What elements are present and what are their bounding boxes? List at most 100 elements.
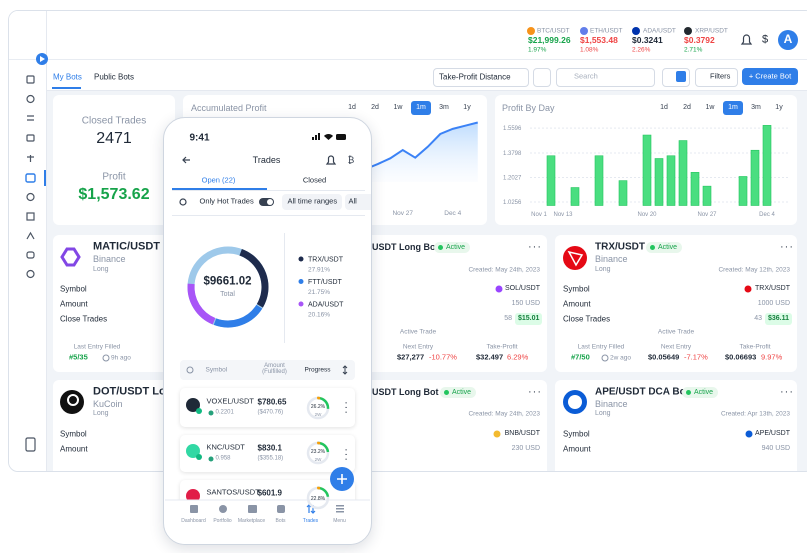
avatar[interactable]	[778, 30, 798, 50]
sort-direction[interactable]	[533, 68, 551, 87]
bot-exchange: Binance	[595, 253, 628, 264]
filter-chip[interactable]	[344, 193, 371, 210]
range-button[interactable]: 1w	[393, 104, 403, 111]
bell-icon[interactable]	[740, 34, 753, 45]
bar	[654, 158, 664, 206]
ticker-symbol: XRP/USDT	[695, 27, 728, 35]
field-label: Next Entry	[660, 343, 692, 351]
tab-active[interactable]: Open (22)	[201, 175, 236, 185]
ticker-symbol: ADA/USDT	[643, 27, 676, 35]
search-box[interactable]	[556, 68, 655, 87]
nav-label[interactable]: Menu	[333, 517, 346, 524]
range-button[interactable]: 3m	[439, 104, 449, 111]
legend-value: 27.91%	[308, 266, 330, 273]
nav-label-active[interactable]: Trades	[302, 517, 319, 524]
range-button[interactable]: 1y	[775, 104, 783, 111]
created-date: Created: Apr 13th, 2023	[720, 410, 790, 418]
progress-arc-accent	[306, 441, 329, 464]
filters-label: Filters	[710, 71, 731, 81]
trade-symbol: KNC/USDT	[206, 442, 245, 452]
ticker-price: $0.3241	[632, 35, 663, 46]
field-label: Close Trades	[60, 314, 108, 324]
bot-card[interactable]	[355, 235, 547, 372]
svg-text:₿: ₿	[347, 155, 354, 165]
bot-exchange: Binance	[93, 253, 126, 264]
field-label: Symbol	[60, 429, 87, 439]
create-bot-label: + Create Bot	[748, 71, 792, 81]
filter-chip[interactable]	[281, 193, 342, 210]
ticker-price: $1,553.48	[580, 35, 618, 46]
divider	[171, 214, 365, 216]
section-label: Active Trade	[399, 328, 437, 336]
trade-row[interactable]	[179, 387, 355, 427]
donut-segment	[238, 248, 268, 308]
view-grid-active[interactable]	[676, 71, 686, 82]
range-button[interactable]: 1m	[723, 101, 743, 115]
toggle[interactable]	[258, 197, 274, 206]
sort-label: Take-Profit Distance	[439, 72, 511, 82]
range-button[interactable]: 2d	[683, 104, 691, 111]
column-header[interactable]: Amount (Fulfilled)	[262, 362, 287, 376]
close-profit: $36.11	[765, 313, 793, 325]
last-entry-time: 9h ago	[111, 354, 131, 362]
column-header[interactable]: Progress	[304, 365, 331, 373]
nav-label[interactable]: Marketplace	[237, 517, 266, 524]
bar	[570, 187, 580, 206]
range-button[interactable]: 2d	[371, 104, 379, 111]
bot-name: APE/USDT DCA Bot	[595, 386, 690, 398]
legend-value: 20.16%	[308, 311, 330, 318]
nav-label[interactable]: Dashboard	[181, 517, 206, 524]
sidebar	[9, 11, 47, 471]
range-button[interactable]: 1m	[411, 101, 431, 115]
created-date: Created: May 12th, 2023	[718, 266, 790, 274]
sort-select[interactable]	[433, 68, 529, 87]
bot-exchange: KuCoin	[93, 398, 123, 409]
kebab-menu[interactable]: ···	[528, 241, 542, 253]
create-bot-button[interactable]	[742, 68, 798, 85]
take-profit-change: 9.97%	[761, 352, 783, 362]
currency-button[interactable]: $	[762, 33, 769, 46]
next-entry-change: -10.77%	[429, 352, 457, 362]
y-tick-label: 1.3798	[503, 151, 522, 157]
nav-label[interactable]: Bots	[275, 517, 286, 524]
nav-label[interactable]: Portfolio	[213, 517, 232, 524]
tab[interactable]: Public Bots	[94, 72, 135, 82]
trade-symbol: VOXEL/USDT	[206, 396, 255, 406]
take-profit: $32.497	[476, 352, 504, 362]
trade-symbol: SANTOS/USDT	[206, 487, 260, 497]
filters-button[interactable]	[695, 68, 738, 87]
kebab-menu[interactable]: ···	[780, 241, 794, 253]
filter-label: All time ranges	[287, 196, 338, 206]
bar	[702, 185, 712, 206]
range-button[interactable]: 1d	[660, 104, 668, 111]
donut-total: $9661.02	[203, 274, 252, 287]
range-button[interactable]: 1w	[705, 104, 715, 111]
kebab-menu[interactable]: ···	[780, 386, 794, 398]
range-button[interactable]: 3m	[751, 104, 761, 111]
range-button[interactable]: 1d	[348, 104, 356, 111]
column-header[interactable]: Symbol	[205, 365, 228, 373]
section-label: Active Trade	[657, 328, 695, 336]
tab-active[interactable]: My Bots	[53, 72, 82, 82]
sidebar-line	[9, 59, 807, 60]
bot-exchange: Binance	[595, 398, 628, 409]
next-entry-change: -7.17%	[684, 352, 708, 362]
legend-dot	[298, 301, 303, 306]
progress-label: 22.8%	[310, 496, 325, 502]
status-time: 9:41	[189, 131, 210, 143]
bot-name: USDT Long Bot	[372, 386, 439, 397]
x-tick-label: Nov 13	[553, 212, 573, 218]
ticker-price: $0.3792	[684, 35, 715, 46]
trade-row[interactable]	[179, 434, 355, 472]
tab[interactable]: Closed	[302, 175, 327, 185]
progress-label: 23.2%	[310, 449, 325, 455]
ticker-change: 2.71%	[684, 46, 703, 54]
bot-card[interactable]	[555, 235, 797, 372]
avatar-initial[interactable]: A	[783, 32, 793, 47]
bot-card[interactable]	[555, 380, 797, 471]
close-profit: $15.01	[515, 313, 543, 325]
legend-label: ADA/USDT	[308, 301, 344, 308]
kebab-menu[interactable]: ···	[528, 386, 542, 398]
range-button[interactable]: 1y	[463, 104, 471, 111]
